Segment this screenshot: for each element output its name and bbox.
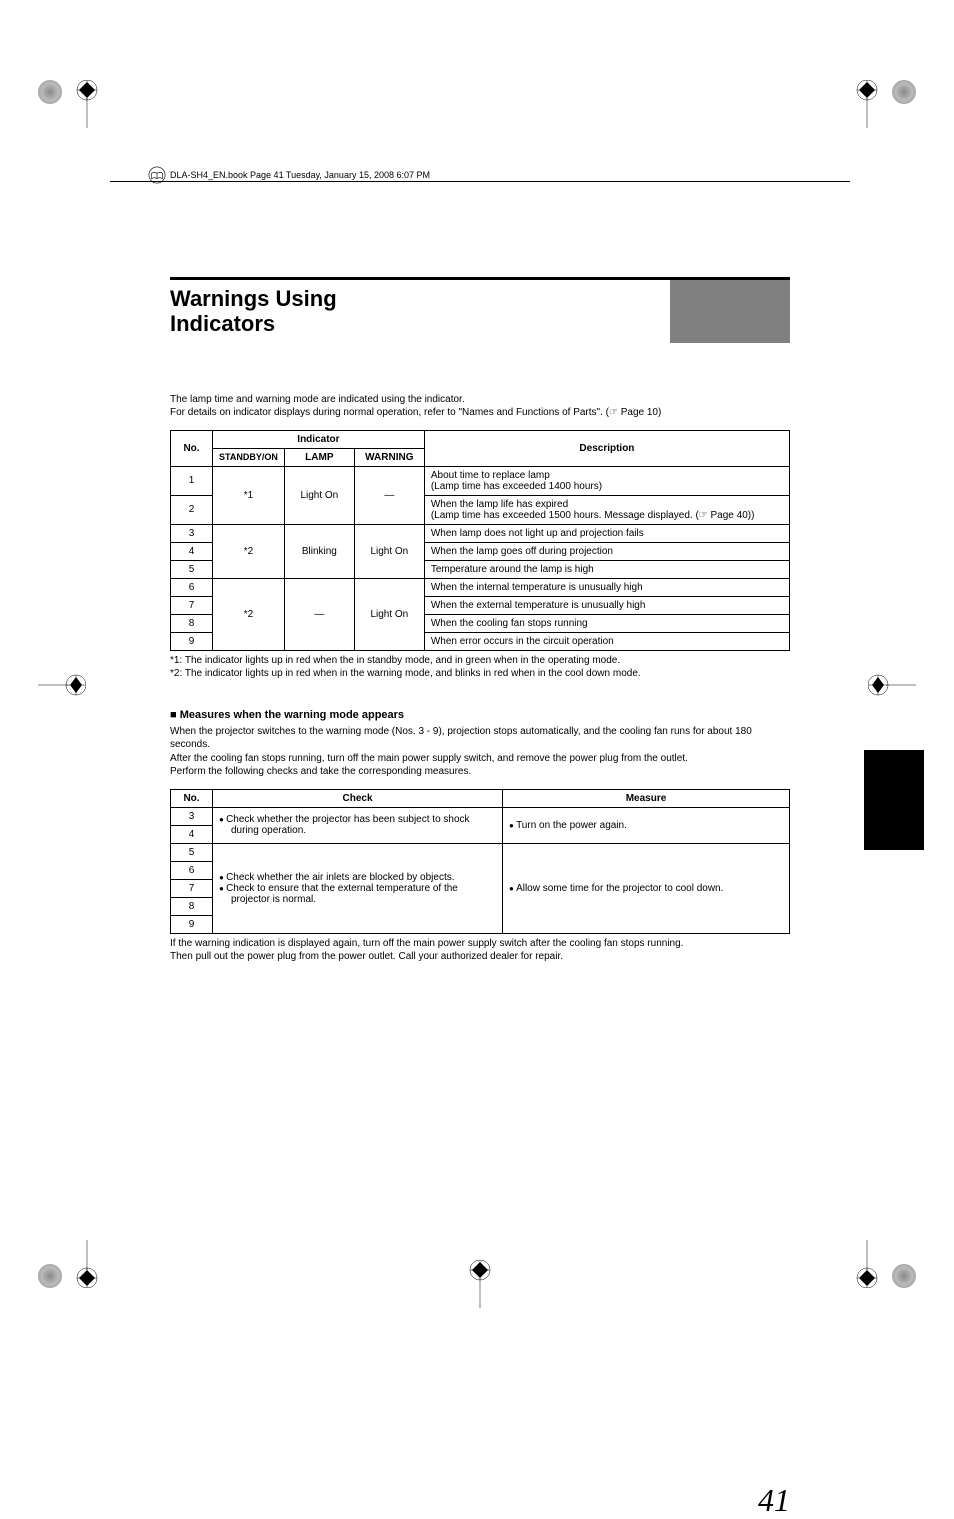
t2-check-g2-item2: Check to ensure that the external temper… bbox=[219, 883, 496, 905]
measures-table: No. Check Measure 3 Check whether the pr… bbox=[170, 789, 790, 934]
t2-no-6: 6 bbox=[171, 861, 213, 879]
crop-mark-br bbox=[852, 1240, 882, 1288]
footnote-2: *2: The indicator lights up in red when … bbox=[170, 667, 790, 681]
cell-no-3: 3 bbox=[171, 524, 213, 542]
measures-heading: Measures when the warning mode appears bbox=[170, 709, 790, 721]
cell-no-4: 4 bbox=[171, 542, 213, 560]
closing-line2: Then pull out the power plug from the po… bbox=[170, 950, 790, 964]
t2-check-g2-item1: Check whether the air inlets are blocked… bbox=[219, 872, 496, 883]
measures-para3: Perform the following checks and take th… bbox=[170, 765, 790, 779]
t2-measure-g1-item: Turn on the power again. bbox=[509, 820, 783, 831]
corner-circle-bl bbox=[38, 1264, 62, 1288]
page-title: Warnings UsingIndicators bbox=[170, 280, 670, 343]
t2-check-g2: Check whether the air inlets are blocked… bbox=[213, 843, 503, 933]
cell-desc-5: Temperature around the lamp is high bbox=[424, 560, 789, 578]
cell-desc-7: When the external temperature is unusual… bbox=[424, 596, 789, 614]
th-indicator: Indicator bbox=[213, 430, 425, 448]
measures-para2: After the cooling fan stops running, tur… bbox=[170, 752, 790, 766]
measures-body: When the projector switches to the warni… bbox=[170, 725, 790, 779]
th2-no: No. bbox=[171, 789, 213, 807]
t2-measure-g2: Allow some time for the projector to coo… bbox=[503, 843, 790, 933]
page-number: 41 bbox=[758, 1482, 790, 1519]
cell-warning-g1: — bbox=[354, 466, 424, 524]
cell-standby-g3: *2 bbox=[213, 578, 285, 650]
intro-line1: The lamp time and warning mode are indic… bbox=[170, 393, 790, 407]
t2-measure-g2-item: Allow some time for the projector to coo… bbox=[509, 883, 783, 894]
corner-circle-br bbox=[892, 1264, 916, 1288]
cell-desc-8: When the cooling fan stops running bbox=[424, 614, 789, 632]
t2-no-8: 8 bbox=[171, 897, 213, 915]
cell-no-1: 1 bbox=[171, 466, 213, 495]
cell-desc-9: When error occurs in the circuit operati… bbox=[424, 632, 789, 650]
cell-warning-g2: Light On bbox=[354, 524, 424, 578]
t2-check-g1-item: Check whether the projector has been sub… bbox=[219, 814, 496, 836]
t2-no-3: 3 bbox=[171, 807, 213, 825]
cell-lamp-g1: Light On bbox=[284, 466, 354, 524]
page-header: DLA-SH4_EN.book Page 41 Tuesday, January… bbox=[110, 170, 850, 182]
cell-no-7: 7 bbox=[171, 596, 213, 614]
side-tab bbox=[864, 750, 924, 850]
th-no: No. bbox=[171, 430, 213, 466]
cell-desc-2: When the lamp life has expired (Lamp tim… bbox=[424, 495, 789, 524]
cell-no-5: 5 bbox=[171, 560, 213, 578]
th-description: Description bbox=[424, 430, 789, 466]
t2-no-7: 7 bbox=[171, 879, 213, 897]
cell-standby-g1: *1 bbox=[213, 466, 285, 524]
header-text: DLA-SH4_EN.book Page 41 Tuesday, January… bbox=[170, 170, 430, 180]
th2-check: Check bbox=[213, 789, 503, 807]
cell-no-8: 8 bbox=[171, 614, 213, 632]
title-gray-box bbox=[670, 280, 790, 343]
cell-no-6: 6 bbox=[171, 578, 213, 596]
footnote-1: *1: The indicator lights up in red when … bbox=[170, 654, 790, 668]
th-lamp: LAMP bbox=[284, 448, 354, 466]
t2-no-9: 9 bbox=[171, 915, 213, 933]
registration-mark-bottom bbox=[465, 1260, 495, 1308]
cell-no-2: 2 bbox=[171, 495, 213, 524]
closing-line1: If the warning indication is displayed a… bbox=[170, 937, 790, 951]
t2-no-4: 4 bbox=[171, 825, 213, 843]
registration-mark-left bbox=[38, 670, 86, 700]
cell-desc-3: When lamp does not light up and projecti… bbox=[424, 524, 789, 542]
closing-text: If the warning indication is displayed a… bbox=[170, 937, 790, 964]
cell-lamp-g3: — bbox=[284, 578, 354, 650]
corner-circle-tl bbox=[38, 80, 62, 104]
corner-circle-tr bbox=[892, 80, 916, 104]
crop-mark-bl bbox=[72, 1240, 102, 1288]
intro-text: The lamp time and warning mode are indic… bbox=[170, 393, 790, 420]
book-icon bbox=[148, 166, 166, 184]
intro-line2: For details on indicator displays during… bbox=[170, 406, 790, 420]
t2-no-5: 5 bbox=[171, 843, 213, 861]
cell-no-9: 9 bbox=[171, 632, 213, 650]
measures-para1: When the projector switches to the warni… bbox=[170, 725, 790, 752]
t2-measure-g1: Turn on the power again. bbox=[503, 807, 790, 843]
cell-desc-4: When the lamp goes off during projection bbox=[424, 542, 789, 560]
th-standby: STANDBY/ON bbox=[213, 448, 285, 466]
cell-lamp-g2: Blinking bbox=[284, 524, 354, 578]
cell-desc-6: When the internal temperature is unusual… bbox=[424, 578, 789, 596]
th-warning: WARNING bbox=[354, 448, 424, 466]
indicator-table: No. Indicator Description STANDBY/ON LAM… bbox=[170, 430, 790, 651]
cell-warning-g3: Light On bbox=[354, 578, 424, 650]
cell-standby-g2: *2 bbox=[213, 524, 285, 578]
crop-mark-tr bbox=[852, 80, 882, 128]
page-content: DLA-SH4_EN.book Page 41 Tuesday, January… bbox=[170, 170, 790, 964]
registration-mark-right bbox=[868, 670, 916, 700]
cell-desc-1: About time to replace lamp (Lamp time ha… bbox=[424, 466, 789, 495]
title-block: Warnings UsingIndicators bbox=[170, 280, 790, 343]
footnotes: *1: The indicator lights up in red when … bbox=[170, 654, 790, 681]
t2-check-g1: Check whether the projector has been sub… bbox=[213, 807, 503, 843]
crop-mark-tl bbox=[72, 80, 102, 128]
th2-measure: Measure bbox=[503, 789, 790, 807]
